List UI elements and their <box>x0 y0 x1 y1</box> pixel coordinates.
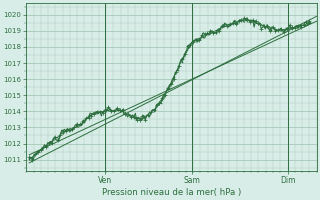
X-axis label: Pression niveau de la mer( hPa ): Pression niveau de la mer( hPa ) <box>102 188 241 197</box>
